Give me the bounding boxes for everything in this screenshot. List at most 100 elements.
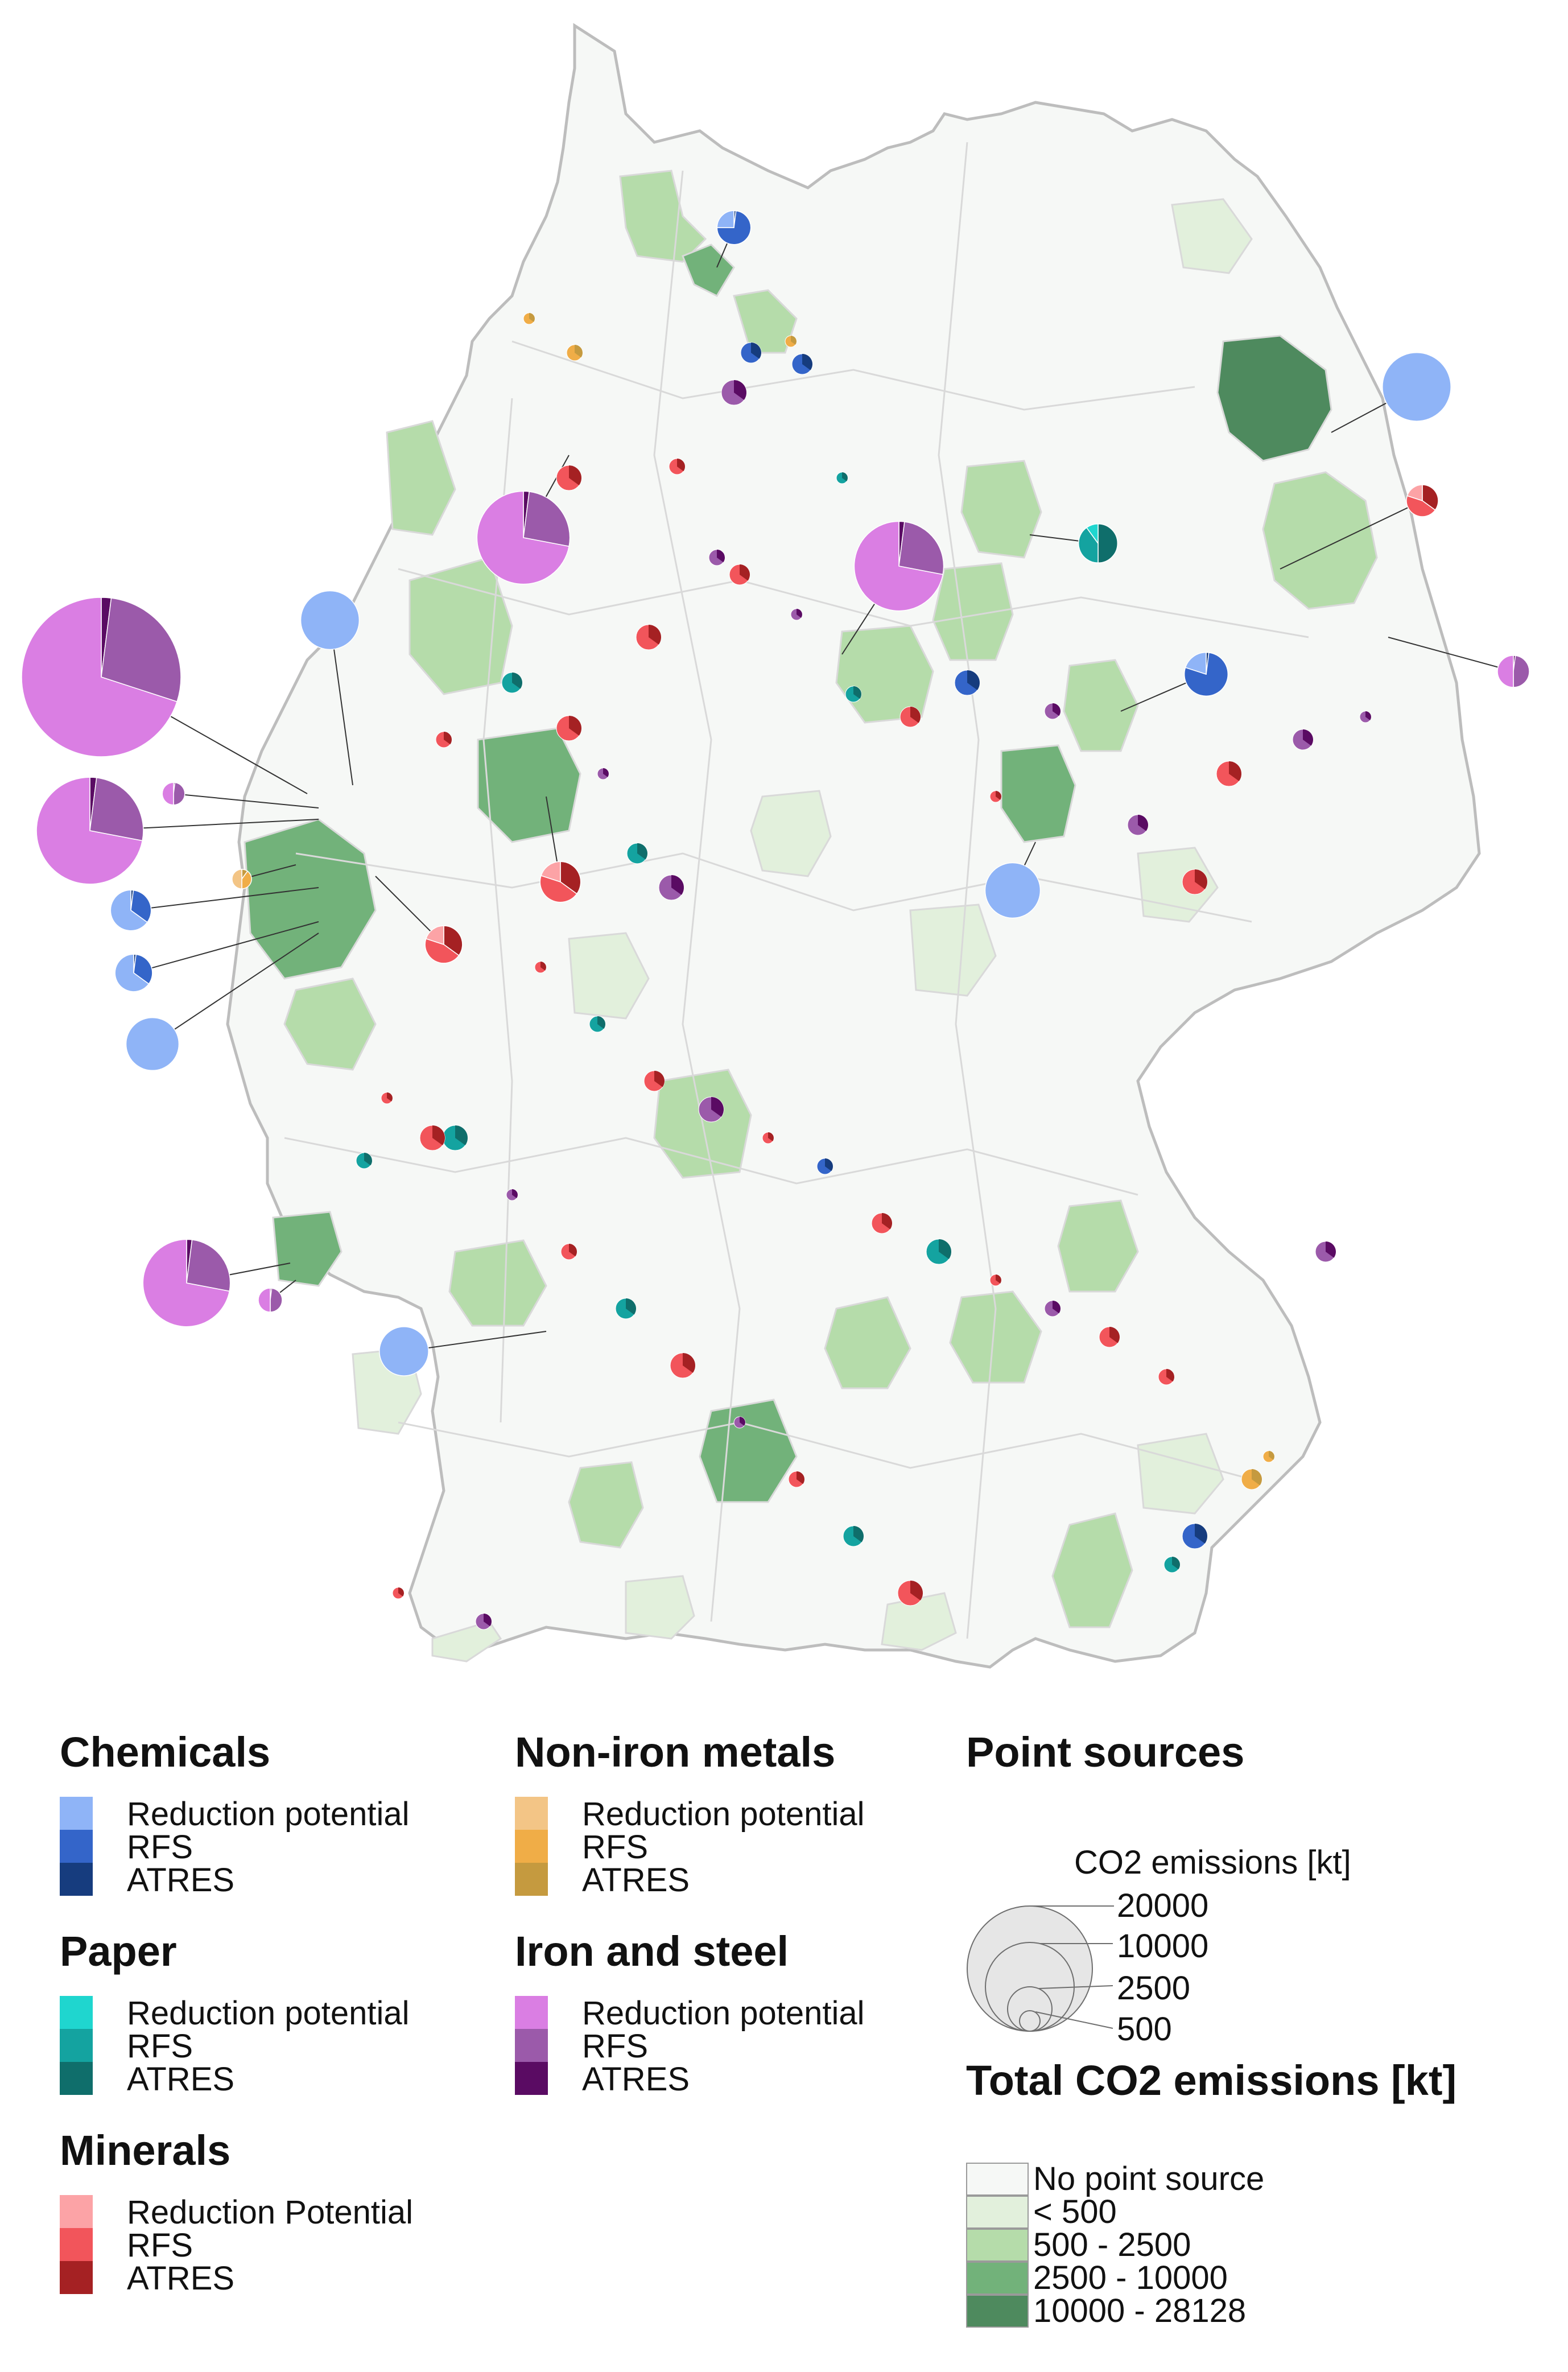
small-point-source[interactable] [785,335,797,348]
small-point-source[interactable] [615,1298,637,1319]
small-point-source-slice [797,609,803,618]
point-source-pie[interactable] [258,1288,283,1313]
small-point-source[interactable] [989,1274,1002,1286]
district-region [881,1592,957,1651]
small-point-source[interactable] [589,1016,606,1033]
small-point-source[interactable] [788,1471,805,1488]
small-point-source[interactable] [729,564,750,585]
point-source-pie[interactable] [125,1017,180,1071]
pie-slice [898,521,944,575]
small-point-source[interactable] [534,961,547,973]
small-point-source[interactable] [392,1587,405,1599]
district-border [938,142,997,1639]
small-point-source[interactable] [523,312,535,325]
small-point-source-slice [740,564,750,581]
small-point-source[interactable] [740,342,762,364]
point-source-pie[interactable] [1406,484,1439,517]
small-point-source[interactable] [560,1243,577,1260]
small-point-source[interactable] [871,1212,893,1234]
small-point-source[interactable] [1315,1241,1336,1263]
small-point-source[interactable] [1359,711,1372,723]
small-point-source[interactable] [1216,761,1242,787]
small-point-source[interactable] [506,1189,518,1201]
small-point-source[interactable] [816,1158,833,1175]
small-point-source[interactable] [442,1125,468,1151]
small-point-source[interactable] [643,1070,665,1092]
small-point-source[interactable] [836,472,848,484]
small-point-source[interactable] [556,715,582,741]
legend-steel-label-rfs: RFS [582,2028,648,2065]
small-point-source-slice [711,1097,724,1117]
small-point-source[interactable] [1163,1556,1181,1573]
small-point-source[interactable] [926,1239,952,1265]
point-source-pie[interactable] [379,1326,429,1376]
point-source-pie[interactable] [162,782,185,806]
point-source-pie[interactable] [110,889,152,931]
small-point-source[interactable] [733,1416,746,1429]
small-point-source[interactable] [1262,1450,1275,1463]
point-source-pie[interactable] [21,597,181,757]
legend-steel-swatch-reduction [515,1996,548,2029]
small-point-source[interactable] [636,624,662,650]
small-point-source[interactable] [1182,869,1208,895]
point-source-pie[interactable] [36,777,144,885]
small-point-source[interactable] [790,608,803,621]
small-point-source[interactable] [762,1132,774,1144]
small-point-source[interactable] [475,1613,492,1630]
small-point-source[interactable] [356,1152,373,1169]
small-point-source[interactable] [1044,703,1061,720]
pie-slice [424,938,460,964]
point-source-pie[interactable] [300,590,360,650]
small-point-source[interactable] [843,1525,864,1547]
small-point-source[interactable] [658,874,684,901]
small-point-source[interactable] [556,465,582,491]
small-point-source[interactable] [897,1580,923,1606]
legend-steel-label-reduction: Reduction potential [582,1995,865,2032]
district-region [283,977,377,1071]
small-point-source[interactable] [1182,1523,1208,1549]
point-source-pie[interactable] [1183,651,1229,697]
small-point-source[interactable] [899,706,921,728]
small-point-source-slice [751,343,761,359]
small-point-source-slice [910,707,921,723]
pie-slice [1422,484,1439,511]
small-point-source[interactable] [597,768,609,780]
legend-size-2500: 2500 [1117,1970,1191,2007]
point-source-pie[interactable] [984,862,1041,919]
point-source-pie[interactable] [1078,523,1118,564]
small-point-source[interactable] [1241,1468,1262,1490]
point-source-pie[interactable] [716,210,752,245]
small-point-source[interactable] [669,458,686,475]
small-point-source[interactable] [954,670,980,696]
point-source-pie[interactable] [114,954,153,992]
small-point-source[interactable] [435,731,452,748]
point-source-pie[interactable] [142,1239,231,1327]
small-point-source[interactable] [381,1092,393,1104]
small-point-source[interactable] [1044,1300,1061,1317]
small-point-source[interactable] [845,686,862,703]
point-source-pie[interactable] [853,521,944,612]
small-point-source[interactable] [989,790,1002,803]
point-source-pie[interactable] [476,490,571,585]
pie-slice [130,889,152,923]
point-source-pie[interactable] [1382,352,1451,422]
small-point-source[interactable] [1158,1368,1175,1385]
small-point-source[interactable] [698,1096,724,1123]
small-point-source[interactable] [1292,729,1314,750]
point-source-pie[interactable] [424,925,463,964]
small-point-source[interactable] [1127,814,1149,836]
small-point-source-slice [455,1125,468,1145]
small-point-source[interactable] [791,353,813,375]
small-point-source[interactable] [708,549,725,566]
point-source-pie[interactable] [539,861,581,903]
point-source-pie[interactable] [232,869,252,889]
point-source-pie[interactable] [1497,655,1530,688]
small-point-source[interactable] [501,672,523,694]
small-point-source[interactable] [419,1125,445,1151]
small-point-source[interactable] [1099,1326,1120,1348]
small-point-source[interactable] [670,1352,696,1379]
small-point-source[interactable] [566,344,583,361]
small-point-source[interactable] [721,379,747,406]
small-point-source[interactable] [626,843,648,864]
pie-slice [1086,523,1099,545]
